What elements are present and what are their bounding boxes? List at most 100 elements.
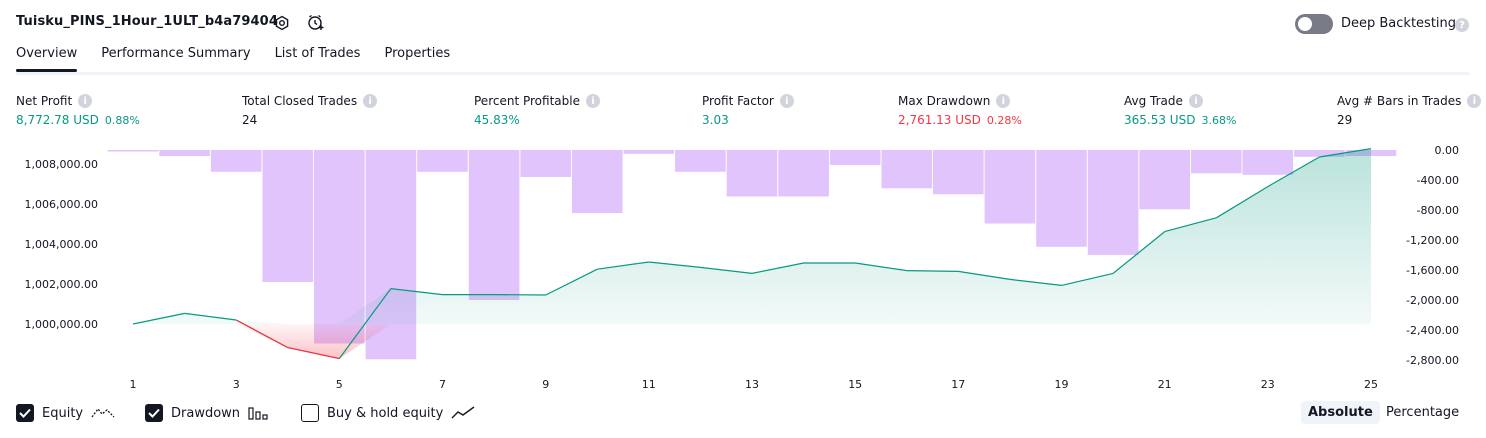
buy-hold-line-icon [451, 406, 475, 419]
left-axis-tick-label: 1,000,000.00 [25, 318, 98, 331]
metric-label: Total Closed Trades [242, 94, 358, 108]
drawdown-bar [520, 150, 571, 177]
equity-line-segment [597, 261, 649, 270]
drawdown-bar [881, 150, 933, 189]
equity-profit-area [133, 148, 1371, 324]
checkbox-unchecked-icon[interactable] [301, 404, 319, 422]
equity-line-segment [700, 266, 753, 274]
x-axis-tick-label: 7 [439, 378, 446, 391]
drawdown-bar [107, 150, 159, 152]
x-axis-tick-label: 3 [233, 378, 240, 391]
tab-list-of-trades[interactable]: List of Trades [274, 46, 361, 61]
info-icon[interactable]: i [996, 94, 1011, 108]
left-axis-tick-label: 1,002,000.00 [25, 278, 98, 291]
x-axis-tick-label: 13 [745, 378, 759, 391]
x-axis-tick-label: 17 [951, 378, 965, 391]
drawdown-bar [210, 150, 262, 172]
x-axis-tick-label: 5 [336, 378, 343, 391]
tab-properties[interactable]: Properties [384, 46, 451, 61]
left-axis-tick-label: 1,004,000.00 [25, 238, 98, 251]
drawdown-bars-icon [248, 407, 268, 420]
help-icon[interactable]: ? [1455, 18, 1469, 32]
drawdown-bar [984, 150, 1036, 224]
right-axis-tick-label: 0.00 [1435, 144, 1460, 157]
metric-value: 45.83% [474, 113, 520, 127]
drawdown-bar [623, 150, 675, 154]
legend-label: Buy & hold equity [327, 405, 444, 421]
metric-label: Max Drawdown [898, 94, 991, 108]
metric-value: 24 [242, 113, 258, 127]
tab-overview[interactable]: Overview [16, 46, 78, 72]
drawdown-bar [417, 150, 468, 172]
drawdown-bar [1191, 150, 1242, 174]
metric-value: 365.53 USD [1124, 113, 1196, 127]
x-axis-tick-label: 19 [1055, 378, 1069, 391]
drawdown-bar [1242, 150, 1294, 175]
strategy-title: Tuisku_PINS_1Hour_1ULT_b4a79404 [16, 14, 278, 29]
info-icon[interactable]: i [779, 94, 794, 108]
info-icon[interactable]: i [363, 94, 378, 108]
right-axis-tick-label: -1,600.00 [1406, 264, 1459, 277]
metric-value: 8,772.78 USD [16, 113, 99, 127]
metric-label: Profit Factor [702, 94, 774, 108]
legend-buy-hold-equity[interactable]: Buy & hold equity [301, 404, 475, 422]
checkbox-checked-icon[interactable] [16, 404, 34, 422]
equity-line-segment [648, 261, 701, 268]
metric-avg-trade: Avg Trade i 365.53 USD 3.68% [1124, 94, 1236, 127]
metric-profit-factor: Profit Factor i 3.03 [702, 94, 794, 127]
info-icon[interactable]: i [1188, 94, 1203, 108]
drawdown-bar [726, 150, 778, 197]
legend-label: Drawdown [171, 405, 241, 421]
metric-percent: 0.88% [104, 114, 140, 127]
info-icon[interactable]: i [585, 94, 600, 108]
right-axis-tick-label: -800.00 [1417, 204, 1459, 217]
metric-max-drawdown: Max Drawdown i 2,761.13 USD 0.28% [898, 94, 1022, 127]
legend-drawdown[interactable]: Drawdown [145, 404, 270, 422]
x-axis-tick-label: 1 [130, 378, 137, 391]
tab-bar: Overview Performance Summary List of Tra… [16, 46, 451, 72]
equity-loss-segment [235, 319, 289, 349]
info-icon[interactable]: i [78, 94, 93, 108]
metric-label: Avg Trade [1124, 94, 1183, 108]
metric-percent-profitable: Percent Profitable i 45.83% [474, 94, 600, 127]
equity-line-segment [1061, 272, 1114, 286]
equity-line-segment [390, 288, 443, 296]
metric-label: Percent Profitable [474, 94, 580, 108]
absolute-button[interactable]: Absolute [1301, 401, 1380, 424]
metric-value: 29 [1337, 113, 1353, 127]
equity-line-segment [184, 312, 237, 321]
drawdown-bar [1294, 150, 1345, 157]
legend-label: Equity [42, 405, 84, 421]
equity-line-segment [338, 288, 392, 359]
legend-equity[interactable]: Equity [16, 404, 115, 422]
equity-line-segment [132, 312, 185, 325]
x-axis-tick-label: 21 [1158, 378, 1172, 391]
metric-percent: 3.68% [1201, 114, 1237, 127]
drawdown-bar [572, 150, 623, 213]
settings-icon[interactable] [272, 13, 292, 33]
metric-label: Avg # Bars in Trades [1337, 94, 1462, 108]
metric-value: 2,761.13 USD [898, 113, 981, 127]
deep-backtesting-toggle[interactable] [1295, 14, 1333, 34]
percentage-button[interactable]: Percentage [1386, 405, 1460, 420]
equity-line-segment [1215, 186, 1269, 219]
drawdown-bar [1036, 150, 1087, 247]
x-axis-tick-label: 25 [1364, 378, 1378, 391]
drawdown-bar [1087, 150, 1139, 255]
x-axis-tick-label: 23 [1261, 378, 1275, 391]
equity-line-segment [1267, 156, 1320, 188]
deep-backtesting-label: Deep Backtesting [1341, 16, 1457, 31]
tab-divider [16, 72, 1470, 75]
checkbox-checked-icon[interactable] [145, 404, 163, 422]
right-axis-tick-label: -400.00 [1417, 174, 1459, 187]
equity-line-segment [906, 270, 959, 272]
add-alert-icon[interactable] [306, 13, 326, 33]
right-axis-tick-label: -2,400.00 [1406, 324, 1459, 337]
equity-line-segment [1319, 148, 1372, 158]
tab-performance-summary[interactable]: Performance Summary [101, 46, 251, 61]
metric-avg-bars-in-trades: Avg # Bars in Trades i 29 [1337, 94, 1482, 127]
drawdown-bar [468, 150, 520, 300]
info-icon[interactable]: i [1467, 94, 1482, 108]
equity-line-icon [91, 407, 115, 418]
